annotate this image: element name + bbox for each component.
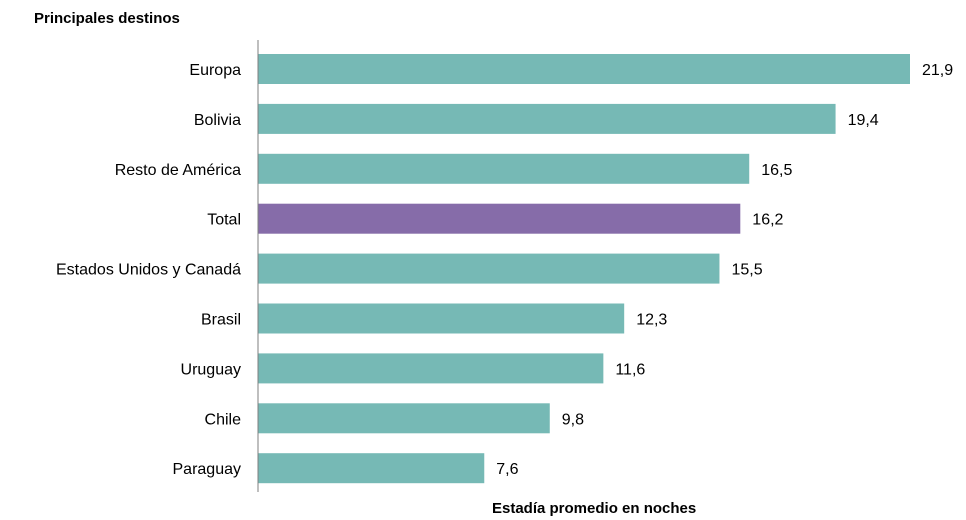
category-label: Uruguay bbox=[181, 361, 241, 378]
category-label: Resto de América bbox=[115, 162, 241, 179]
bar-brasil bbox=[258, 303, 625, 334]
bar-chile bbox=[258, 403, 550, 434]
value-label: 9,8 bbox=[562, 411, 584, 428]
bar-uruguay bbox=[258, 353, 604, 384]
value-label: 19,4 bbox=[848, 112, 879, 129]
category-label: Chile bbox=[205, 411, 242, 428]
category-label: Bolivia bbox=[194, 112, 241, 129]
bar-bolivia bbox=[258, 103, 836, 134]
category-label: Brasil bbox=[201, 312, 241, 329]
value-label: 11,6 bbox=[615, 361, 645, 378]
bar-europa bbox=[258, 54, 910, 84]
category-label: Estados Unidos y Canadá bbox=[56, 262, 241, 279]
value-label: 16,5 bbox=[761, 162, 792, 179]
category-label: Europa bbox=[189, 62, 241, 79]
bars-group: Europa 21,9 Bolivia 19,4 Resto de América 16,… bbox=[56, 54, 953, 484]
bar-resto-de-am-rica bbox=[258, 153, 750, 184]
value-label: 12,3 bbox=[636, 312, 667, 329]
bar-total bbox=[258, 203, 741, 234]
bar-paraguay bbox=[258, 453, 485, 484]
value-label: 7,6 bbox=[496, 461, 518, 478]
value-label: 16,2 bbox=[752, 212, 783, 229]
category-label: Total bbox=[207, 212, 241, 229]
y-axis-title: Principales destinos bbox=[34, 10, 180, 27]
value-label: 15,5 bbox=[731, 262, 762, 279]
category-label: Paraguay bbox=[173, 461, 242, 478]
x-axis-title: Estadía promedio en noches bbox=[492, 500, 697, 517]
bar-estados-unidos-y-canad- bbox=[258, 253, 720, 284]
value-label: 21,9 bbox=[922, 62, 953, 79]
